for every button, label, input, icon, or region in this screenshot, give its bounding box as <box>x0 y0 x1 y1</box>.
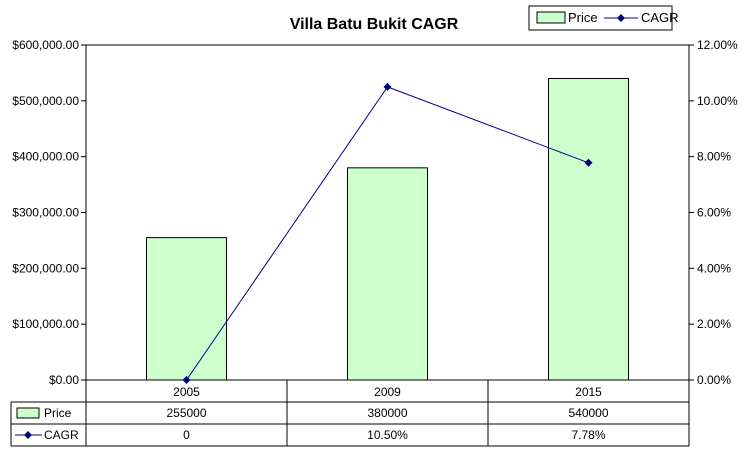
cagr-marker <box>383 82 392 91</box>
right-tick-label: 12.00% <box>697 38 738 52</box>
right-tick-label: 4.00% <box>697 261 731 275</box>
table-cell: 0 <box>183 428 190 442</box>
price-bars <box>146 78 629 381</box>
right-tick-label: 8.00% <box>697 150 731 164</box>
left-tick-label: $200,000.00 <box>12 261 79 275</box>
legend-price-swatch <box>536 11 566 24</box>
table-cell: 540000 <box>568 406 608 420</box>
left-tick-label: $500,000.00 <box>12 94 79 108</box>
price-bar <box>347 167 428 381</box>
left-tick-label: $100,000.00 <box>12 317 79 331</box>
right-tick-label: 0.00% <box>697 373 731 387</box>
cagr-marker <box>182 376 191 384</box>
left-tick-label: $400,000.00 <box>12 150 79 164</box>
table-cell: 7.78% <box>571 428 605 442</box>
table-cagr-marker <box>24 431 32 439</box>
table-cell: 10.50% <box>367 428 408 442</box>
right-tick-label: 10.00% <box>697 94 738 108</box>
table-price-swatch <box>16 407 40 419</box>
right-tick-label: 2.00% <box>697 317 731 331</box>
right-tick-label: 6.00% <box>697 206 731 220</box>
legend-cagr-label: CAGR <box>641 10 679 25</box>
left-tick-label: $300,000.00 <box>12 206 79 220</box>
category-label: 2005 <box>173 385 200 399</box>
legend-cagr-marker <box>617 14 625 22</box>
left-tick-label: $0.00 <box>49 373 79 387</box>
table-cell: 255000 <box>166 406 206 420</box>
category-label: 2015 <box>575 385 602 399</box>
price-bar <box>548 78 629 381</box>
price-bar <box>146 237 227 381</box>
right-axis: 0.00% 2.00% 4.00% 6.00% 8.00% 10.00% 12.00% <box>689 38 738 387</box>
left-axis: $0.00 $100,000.00 $200,000.00 $300,000.00 $4… <box>12 38 86 387</box>
chart-title: Villa Batu Bukit CAGR <box>290 16 459 33</box>
table-row-label: Price <box>44 406 72 420</box>
category-label: 2009 <box>374 385 401 399</box>
cagr-series <box>182 82 593 384</box>
legend: Price CAGR <box>528 5 679 31</box>
data-table: 2005 2009 2015 Price 255000 380000 540000 CAGR 0… <box>10 380 690 447</box>
legend-price-label: Price <box>568 10 598 25</box>
table-cell: 380000 <box>367 406 407 420</box>
table-row-label: CAGR <box>44 428 79 442</box>
cagr-marker <box>584 158 593 167</box>
left-tick-label: $600,000.00 <box>12 38 79 52</box>
